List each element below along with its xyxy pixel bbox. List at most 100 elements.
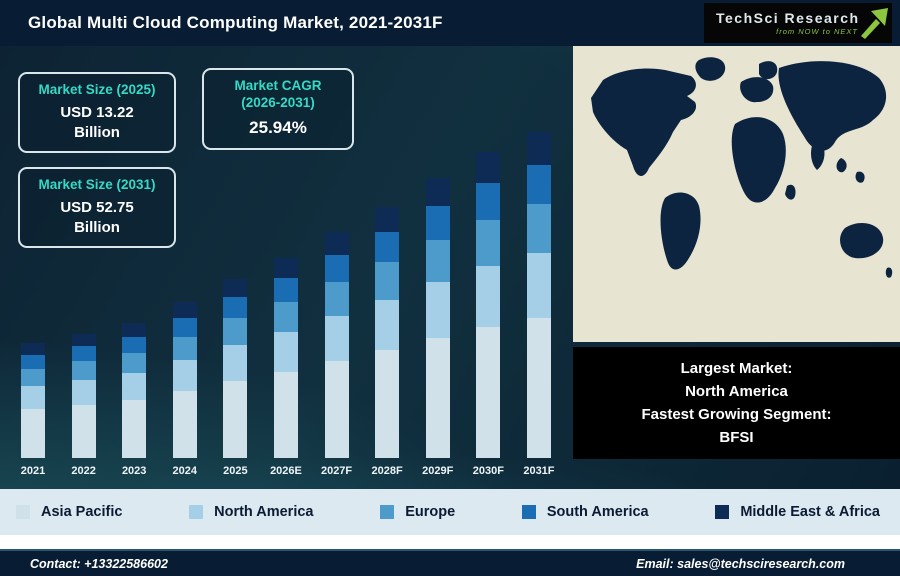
legend-item-south-america: South America	[521, 504, 649, 520]
bar-segment-middle-east-africa	[526, 132, 551, 165]
market-size-2025-label: Market Size (2025)	[38, 82, 156, 97]
logo-tagline: from NOW to NEXT	[776, 27, 858, 36]
bar-segment-europe	[172, 337, 197, 360]
header: Global Multi Cloud Computing Market, 202…	[0, 0, 900, 46]
legend-label: South America	[546, 504, 649, 520]
market-cagr-value: 25.94%	[249, 117, 307, 137]
largest-market-value: North America	[685, 382, 788, 400]
contact-phone: Contact: +13322586602	[30, 556, 168, 571]
bar-segment-north-america	[122, 373, 147, 400]
x-axis-label: 2025	[223, 465, 248, 477]
stacked-bar	[526, 132, 551, 458]
cagr-label-line1: Market CAGR	[234, 78, 322, 93]
bar-segment-south-america	[324, 255, 349, 282]
cagr-label-line2: (2026-2031)	[241, 94, 315, 110]
bar-segment-asia-pacific	[21, 409, 45, 458]
fastest-segment-value: BFSI	[719, 429, 754, 447]
bar-column-2025: 2025	[212, 279, 258, 477]
legend-swatch-south-america	[521, 505, 536, 519]
bar-segment-middle-east-africa	[71, 334, 96, 346]
bar-column-2028f: 2028F	[364, 207, 410, 477]
market-cagr-label: Market CAGR (2026-2031)	[214, 78, 342, 112]
chart-panel: Market Size (2025) USD 13.22 Billion Mar…	[0, 46, 900, 489]
stacked-bar	[324, 232, 349, 458]
bar-column-2021: 2021	[10, 343, 56, 477]
legend-swatch-europe	[380, 505, 395, 519]
divider-strip	[0, 535, 900, 549]
legend-item-middle-east-africa: Middle East & Africa	[715, 504, 880, 520]
bar-segment-south-america	[476, 183, 501, 220]
legend-swatch-north-america	[189, 505, 204, 519]
bar-segment-asia-pacific	[172, 391, 197, 458]
legend-label: Asia Pacific	[41, 504, 123, 520]
stacked-bar	[172, 302, 197, 458]
market-size-2031-value: USD 52.75 Billion	[30, 198, 164, 239]
bar-segment-europe	[324, 282, 349, 316]
bar-segment-south-america	[122, 337, 147, 353]
bar-segment-south-america	[21, 355, 45, 369]
bar-segment-asia-pacific	[425, 338, 450, 458]
fastest-segment-label: Fastest Growing Segment:	[641, 406, 832, 423]
market-size-2025-unit: Billion	[74, 124, 120, 142]
legend-item-asia-pacific: Asia Pacific	[16, 504, 122, 520]
bar-segment-middle-east-africa	[324, 232, 349, 255]
bar-segment-europe	[375, 262, 400, 300]
legend-label: Europe	[405, 504, 456, 520]
market-size-2031-box: Market Size (2031) USD 52.75 Billion	[18, 167, 176, 249]
bar-segment-north-america	[71, 380, 96, 405]
x-axis-label: 2022	[71, 465, 96, 477]
stacked-bar	[273, 258, 298, 458]
bar-column-2026e: 2026E	[263, 258, 309, 477]
stacked-bar-chart: 2021 2022 2023 2024 2025 2026E 2027F 2028F 2029F…	[10, 132, 562, 477]
x-axis-label: 2029F	[422, 465, 454, 477]
bar-column-2029f: 2029F	[415, 178, 461, 477]
market-cagr-box: Market CAGR (2026-2031) 25.94%	[202, 68, 354, 150]
x-axis-label: 2023	[121, 465, 147, 477]
bar-segment-middle-east-africa	[21, 343, 45, 355]
stacked-bar	[223, 279, 248, 458]
bar-segment-asia-pacific	[122, 400, 147, 458]
bar-segment-middle-east-africa	[223, 279, 248, 297]
bar-segment-south-america	[172, 318, 197, 337]
bar-segment-europe	[71, 361, 96, 380]
legend-swatch-middle-east-africa	[715, 505, 730, 519]
bar-plot: 2021 2022 2023 2024 2025 2026E 2027F 2028F 2029F…	[10, 132, 562, 477]
market-size-2031-label: Market Size (2031)	[38, 177, 156, 192]
bar-segment-north-america	[375, 300, 400, 350]
stacked-bar	[21, 343, 45, 458]
legend-swatch-asia-pacific	[16, 505, 30, 519]
bar-segment-north-america	[223, 345, 248, 381]
market-size-2025-value: USD 13.22 Billion	[30, 103, 164, 144]
bar-segment-north-america	[273, 332, 298, 372]
bar-segment-north-america	[324, 316, 349, 361]
legend-item-north-america: North America	[189, 504, 314, 520]
bar-column-2031f: 2031F	[516, 132, 562, 477]
bar-segment-south-america	[526, 165, 551, 204]
bar-segment-north-america	[476, 266, 501, 327]
logo-brand-text: TechSci Research	[716, 10, 858, 26]
bar-column-2030f: 2030F	[465, 152, 511, 477]
bar-segment-north-america	[526, 253, 551, 318]
x-axis-label: 2026E	[270, 465, 302, 477]
contact-email: Email: sales@techsciresearch.com	[636, 556, 845, 571]
world-map	[573, 46, 900, 342]
bar-segment-south-america	[273, 278, 298, 302]
stacked-bar	[375, 207, 400, 458]
legend: Asia Pacific North America Europe South Ame…	[0, 489, 900, 535]
stacked-bar	[425, 178, 450, 458]
bar-segment-asia-pacific	[324, 361, 349, 458]
bar-segment-europe	[476, 220, 501, 266]
bar-segment-asia-pacific	[476, 327, 501, 458]
market-size-2025-box: Market Size (2025) USD 13.22 Billion	[18, 72, 176, 154]
bar-segment-north-america	[425, 282, 450, 338]
market-highlight-box: Largest Market: North America Fastest Gr…	[573, 347, 900, 459]
bar-segment-middle-east-africa	[375, 207, 400, 232]
footer: Contact: +13322586602 Email: sales@techs…	[0, 549, 900, 576]
bar-column-2024: 2024	[162, 302, 208, 477]
world-map-svg	[573, 46, 900, 342]
bar-segment-europe	[273, 302, 298, 332]
page-title: Global Multi Cloud Computing Market, 202…	[28, 13, 443, 32]
legend-label: North America	[214, 504, 314, 520]
stacked-bar	[71, 334, 96, 458]
